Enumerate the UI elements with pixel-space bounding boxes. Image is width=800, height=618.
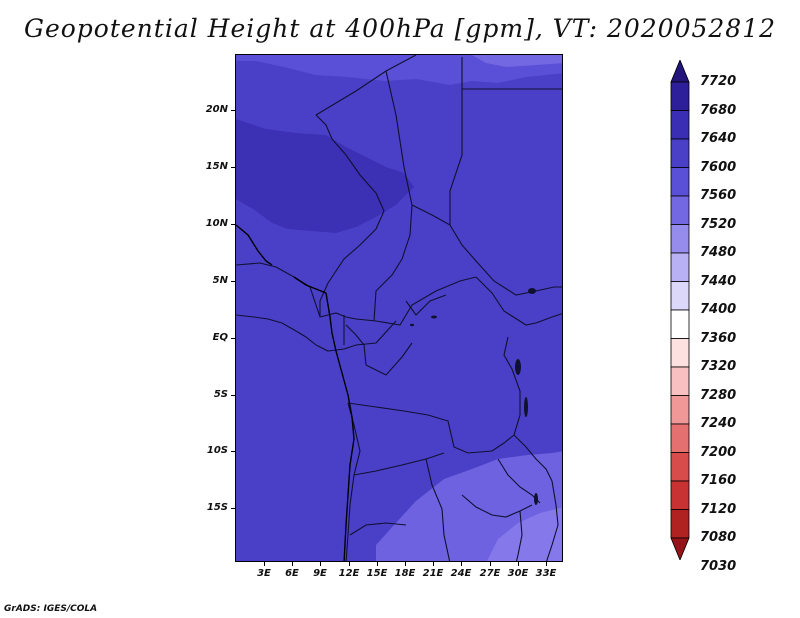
lat-tick [231, 281, 236, 282]
colorbar-segment [670, 81, 690, 111]
lat-tick [231, 224, 236, 225]
colorbar-segment [670, 252, 690, 282]
south-lower-contour [487, 507, 562, 561]
lon-tick [377, 561, 378, 566]
colorbar-segments [670, 60, 690, 560]
lon-label-30e: 30E [507, 568, 529, 579]
colorbar-segment [670, 338, 690, 368]
colorbar-segment [670, 509, 690, 539]
lon-tick [546, 561, 547, 566]
lon-tick [518, 561, 519, 566]
lat-label-20n: 20N [205, 104, 228, 115]
west-ridge-contour [236, 119, 414, 233]
colorbar-segment [670, 366, 690, 396]
colorbar-segment [670, 423, 690, 453]
colorbar-segment [670, 224, 690, 254]
lat-tick [231, 451, 236, 452]
lon-label-3e: 3E [257, 568, 271, 579]
lon-label-9e: 9E [313, 568, 327, 579]
colorbar-level-label: 7280 [700, 387, 737, 403]
colorbar-level-label: 7120 [700, 501, 737, 517]
lat-tick [231, 167, 236, 168]
lon-label-12e: 12E [338, 568, 360, 579]
colorbar-segment [670, 110, 690, 140]
lat-tick [231, 338, 236, 339]
lon-tick [490, 561, 491, 566]
colorbar-segment [670, 195, 690, 225]
colorbar-top-arrow [670, 60, 690, 83]
colorbar-segment [670, 138, 690, 168]
lon-tick [461, 561, 462, 566]
colorbar-segment [670, 395, 690, 425]
colorbar-level-label: 7640 [700, 131, 737, 146]
lon-label-27e: 27E [479, 568, 501, 579]
lat-tick [231, 395, 236, 396]
north-low-contour [236, 55, 562, 85]
colorbar-bottom-arrow [670, 537, 690, 560]
lon-label-21e: 21E [422, 568, 444, 579]
colorbar-level-label: 7200 [700, 444, 737, 460]
lon-label-15e: 15E [366, 568, 388, 579]
lon-label-18e: 18E [394, 568, 416, 579]
colorbar-level-label: 7240 [700, 416, 737, 431]
colorbar-segment [670, 167, 690, 197]
colorbar-level-label: 7720 [700, 74, 737, 89]
lon-tick [264, 561, 265, 566]
colorbar-level-label: 7160 [700, 473, 737, 488]
lakes [410, 288, 538, 505]
coastline [236, 224, 355, 561]
lat-label-5n: 5N [212, 275, 228, 286]
map-title: Geopotential Height at 400hPa [gpm], VT:… [23, 14, 777, 43]
lon-tick [433, 561, 434, 566]
colorbar-level-label: 7480 [700, 245, 737, 260]
lon-label-6e: 6E [285, 568, 299, 579]
colorbar-segment [670, 452, 690, 482]
lat-label-10n: 10N [205, 218, 228, 229]
colorbar-segment [670, 309, 690, 339]
lat-label-eq: EQ [212, 332, 228, 343]
lon-label-24e: 24E [450, 568, 472, 579]
lon-tick [405, 561, 406, 566]
colorbar-level-label: 7360 [700, 330, 737, 346]
colorbar-level-label: 7600 [700, 159, 737, 175]
colorbar-level-label: 7030 [700, 558, 737, 574]
lat-tick [231, 110, 236, 111]
colorbar [670, 60, 690, 560]
lon-tick [292, 561, 293, 566]
footer-credit: GrADS: IGES/COLA [4, 604, 98, 614]
colorbar-level-label: 7520 [700, 216, 737, 232]
lon-label-33e: 33E [535, 568, 557, 579]
north-lower-contour [472, 55, 562, 67]
lon-tick [320, 561, 321, 566]
colorbar-level-label: 7560 [700, 188, 737, 203]
lat-label-15s: 15S [206, 502, 228, 513]
contour-map [236, 55, 562, 561]
lat-label-15n: 15N [205, 161, 228, 172]
lat-tick [231, 508, 236, 509]
colorbar-segment [670, 480, 690, 510]
colorbar-level-label: 7320 [700, 359, 737, 374]
colorbar-level-label: 7400 [700, 302, 737, 317]
country-borders [236, 55, 562, 561]
colorbar-level-label: 7440 [700, 273, 737, 289]
map-panel [235, 54, 563, 562]
lat-label-5s: 5S [213, 389, 228, 400]
lat-label-10s: 10S [206, 445, 228, 456]
colorbar-segment [670, 281, 690, 311]
lon-tick [349, 561, 350, 566]
colorbar-level-label: 7680 [700, 102, 737, 118]
colorbar-level-label: 7080 [700, 530, 737, 545]
